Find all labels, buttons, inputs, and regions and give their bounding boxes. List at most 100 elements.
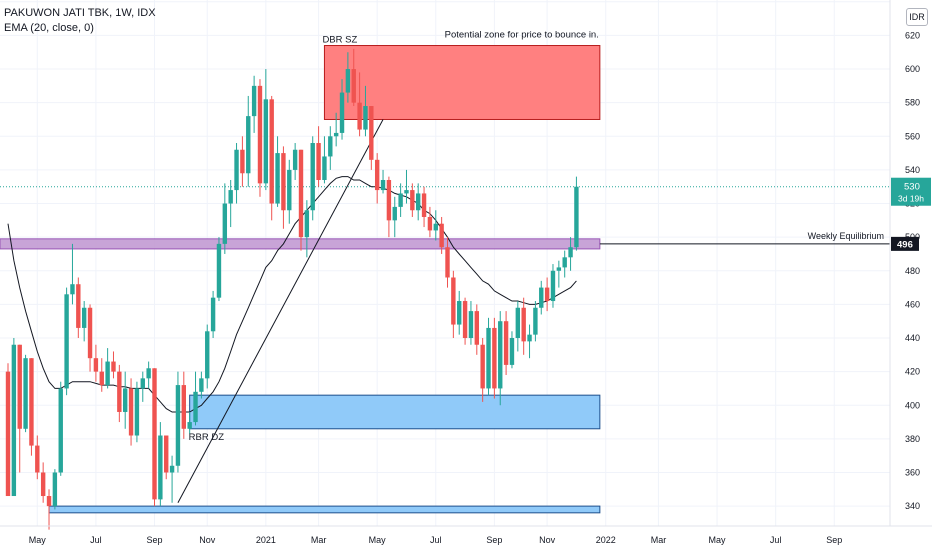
- candle-body[interactable]: [322, 156, 327, 180]
- candle-body[interactable]: [451, 277, 456, 325]
- candle-body[interactable]: [521, 307, 526, 342]
- candle-body[interactable]: [287, 169, 292, 211]
- candle-body[interactable]: [111, 361, 116, 372]
- candle-body[interactable]: [17, 344, 22, 429]
- candle-body[interactable]: [509, 338, 515, 365]
- candle-body[interactable]: [310, 143, 315, 211]
- demand-zone[interactable]: [189, 394, 601, 430]
- candle-body[interactable]: [292, 149, 298, 170]
- candle-body[interactable]: [503, 321, 509, 365]
- candle-body[interactable]: [175, 385, 181, 466]
- candle-body[interactable]: [40, 472, 46, 497]
- candle-body[interactable]: [76, 284, 81, 328]
- candle-body[interactable]: [263, 99, 269, 184]
- candle-body[interactable]: [222, 203, 228, 244]
- candle-body[interactable]: [134, 388, 140, 436]
- candle-body[interactable]: [562, 257, 567, 268]
- candle-body[interactable]: [386, 179, 392, 221]
- candle-body[interactable]: [11, 344, 17, 497]
- candle-body[interactable]: [351, 69, 356, 103]
- candle-body[interactable]: [5, 371, 11, 497]
- candle-body[interactable]: [380, 179, 386, 191]
- candle-body[interactable]: [421, 193, 427, 217]
- candle-body[interactable]: [105, 361, 110, 386]
- candle-body[interactable]: [35, 445, 40, 473]
- candle-body[interactable]: [246, 116, 251, 174]
- candle-body[interactable]: [539, 287, 544, 308]
- candle-body[interactable]: [445, 247, 450, 278]
- lower-demand-zone[interactable]: [48, 505, 601, 514]
- candle-body[interactable]: [29, 358, 34, 446]
- trendline[interactable]: [177, 119, 384, 503]
- candle-body[interactable]: [70, 284, 75, 295]
- candle-body[interactable]: [64, 294, 69, 389]
- candle-body[interactable]: [123, 388, 128, 412]
- candle-body[interactable]: [87, 307, 93, 359]
- candle-body[interactable]: [492, 327, 497, 389]
- candle-body[interactable]: [574, 186, 579, 248]
- candle-body[interactable]: [251, 85, 257, 117]
- candle-body[interactable]: [392, 206, 397, 221]
- candle-body[interactable]: [81, 307, 87, 328]
- candle-body[interactable]: [210, 297, 216, 332]
- candle-body[interactable]: [23, 358, 28, 429]
- candle-body[interactable]: [533, 307, 538, 335]
- candle-body[interactable]: [146, 368, 151, 379]
- candle-body[interactable]: [468, 311, 474, 339]
- candle-body[interactable]: [205, 331, 210, 379]
- candle-body[interactable]: [46, 496, 52, 507]
- candle-body[interactable]: [339, 92, 345, 133]
- candle-body[interactable]: [228, 190, 233, 204]
- candle-body[interactable]: [486, 327, 491, 389]
- candle-body[interactable]: [550, 270, 556, 302]
- candle-body[interactable]: [462, 301, 468, 339]
- candle-body[interactable]: [544, 287, 550, 302]
- candle-body[interactable]: [439, 223, 444, 248]
- candle-body[interactable]: [333, 132, 339, 137]
- candle-body[interactable]: [193, 391, 198, 423]
- candle-body[interactable]: [298, 149, 304, 238]
- candle-body[interactable]: [93, 358, 99, 372]
- candle-body[interactable]: [169, 465, 175, 473]
- candle-body[interactable]: [363, 106, 368, 130]
- candle-body[interactable]: [181, 385, 186, 429]
- candle-body[interactable]: [527, 334, 532, 342]
- candle-body[interactable]: [99, 371, 104, 386]
- equilibrium-band[interactable]: [0, 238, 601, 250]
- candle-body[interactable]: [275, 153, 280, 204]
- candle-body[interactable]: [240, 149, 245, 174]
- candle-body[interactable]: [515, 307, 521, 339]
- candle-body[interactable]: [404, 190, 409, 194]
- candle-body[interactable]: [357, 102, 362, 130]
- currency-badge[interactable]: IDR: [906, 8, 928, 26]
- equilibrium-price-tag[interactable]: [891, 236, 919, 251]
- candle-body[interactable]: [281, 153, 286, 211]
- candle-body[interactable]: [187, 422, 192, 429]
- ema-line[interactable]: [7, 176, 577, 413]
- candle-body[interactable]: [199, 378, 204, 392]
- candle-body[interactable]: [410, 190, 415, 211]
- candle-body[interactable]: [474, 311, 479, 345]
- candle-body[interactable]: [216, 243, 222, 298]
- candle-body[interactable]: [140, 378, 145, 389]
- candle-body[interactable]: [457, 301, 462, 325]
- candle-body[interactable]: [427, 216, 433, 231]
- candle-body[interactable]: [117, 371, 122, 412]
- candle-body[interactable]: [369, 106, 374, 160]
- candle-body[interactable]: [234, 149, 239, 191]
- candle-body[interactable]: [374, 159, 380, 191]
- last-price-tag[interactable]: [891, 177, 931, 206]
- candle-body[interactable]: [398, 193, 403, 207]
- candle-body[interactable]: [345, 69, 351, 93]
- candle-body[interactable]: [257, 85, 263, 184]
- candle-body[interactable]: [164, 435, 169, 473]
- candle-body[interactable]: [269, 99, 274, 204]
- candle-body[interactable]: [316, 143, 321, 180]
- candle-body[interactable]: [328, 136, 333, 157]
- candle-body[interactable]: [158, 435, 163, 500]
- candle-body[interactable]: [556, 267, 562, 271]
- candle-body[interactable]: [416, 193, 421, 211]
- candle-body[interactable]: [152, 368, 157, 500]
- candle-body[interactable]: [498, 321, 503, 389]
